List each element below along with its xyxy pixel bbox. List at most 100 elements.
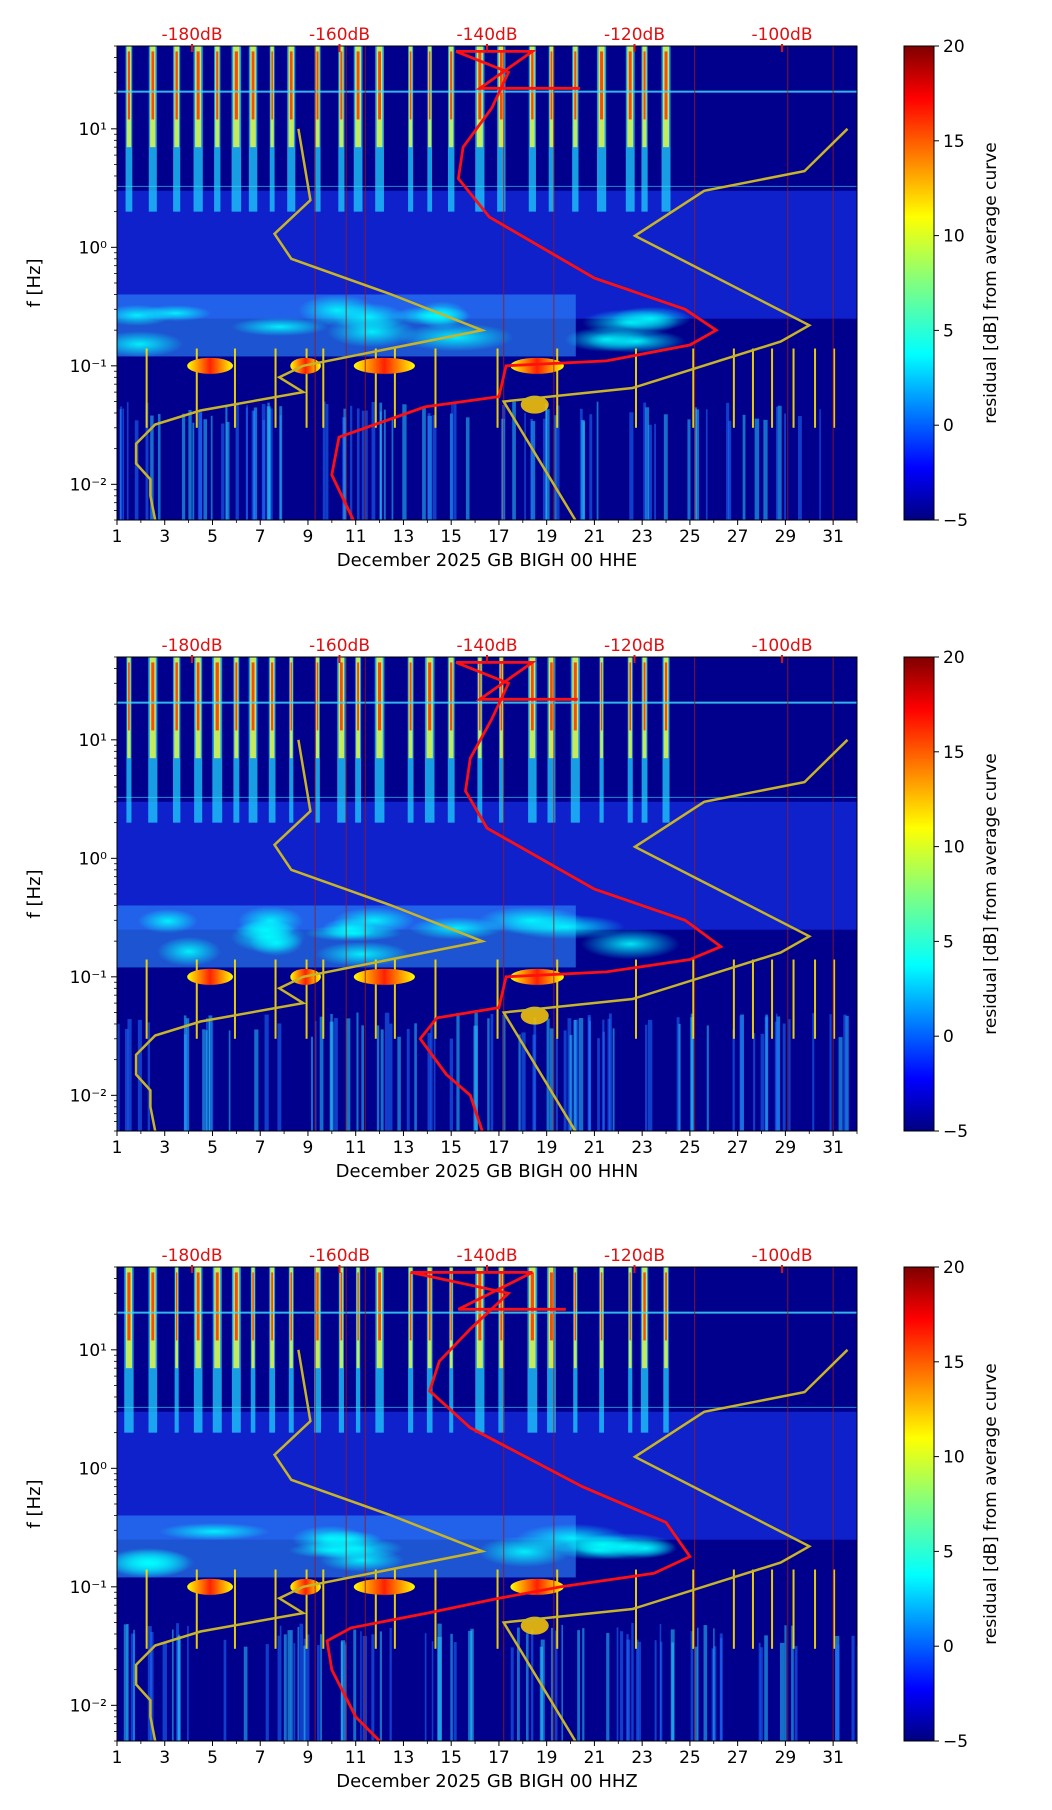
hf-burst-peak [478,1272,482,1341]
lf-stripe [530,420,536,520]
colorbar-tick-label: 0 [943,1637,954,1657]
lf-stripe [694,407,697,520]
hf-burst-peak [271,1272,274,1341]
quake-spike [792,1569,795,1649]
hf-burst-peak [643,1272,646,1341]
lf-stripe [512,401,516,520]
hf-burst-peak [377,662,382,731]
quake-spike [145,348,148,428]
lf-stripe [468,1630,473,1741]
lf-stripe [465,417,470,520]
lf-stripe [763,419,768,520]
quake-spike [732,348,735,428]
lf-stripe [764,1635,768,1741]
colorbar-tick-label: 5 [943,321,954,341]
lf-stripe [379,1631,382,1741]
colorbar [903,1266,935,1742]
hf-burst-peak [450,1272,452,1341]
lf-stripe [726,402,730,520]
lf-stripe [569,1035,573,1131]
lf-stripe [353,1629,357,1741]
hf-burst-peak [665,1272,667,1341]
lf-stripe [647,1019,653,1131]
lf-stripe [402,404,407,520]
db-scale-label: -100dB [751,636,812,656]
storm-peak [353,357,415,374]
quake-spike [771,1569,774,1649]
quake-spike [233,959,236,1039]
colorbar-tick-label: 10 [943,838,965,858]
lf-stripe [279,406,283,520]
lf-stripe [427,1032,431,1131]
quake-spike [692,959,695,1039]
lf-stripe [343,408,347,520]
lf-stripe [758,1642,761,1741]
lf-stripe [449,1038,454,1131]
average-psd-curve [325,1271,693,1741]
hf-burst-peak [378,51,382,120]
x-tick-label: 5 [207,527,218,547]
lf-stripe [360,1631,362,1741]
lf-stripe [545,409,550,520]
lf-stripe [487,1018,490,1131]
hf-burst-peak [573,662,577,731]
lf-stripe [554,1630,558,1741]
lf-stripe [157,414,161,520]
x-tick-label: 19 [536,1748,558,1768]
lf-stripe [546,1018,550,1131]
y-tick-label: 10⁻² [70,475,107,495]
quake-spike [374,1569,377,1649]
hf-burst-peak [356,51,360,120]
microseism-glow [117,304,173,326]
hf-burst-peak [628,51,632,120]
lf-stripe [235,404,239,520]
lf-stripe [414,1023,417,1131]
lf-stripe [432,415,437,520]
y-tick-label: 10⁰ [79,238,108,258]
x-tick-label: 3 [159,1138,170,1158]
lf-stripe [356,408,360,520]
hf-burst-peak [643,662,646,731]
lf-stripe [228,1030,231,1131]
microseism-glow [235,919,295,941]
x-tick-label: 13 [393,527,415,547]
y-tick-label: 10⁻² [70,1696,107,1716]
x-tick-label: 9 [303,1138,314,1158]
x-tick-label: 1 [112,1138,123,1158]
quake-spike [274,348,277,428]
quake-spike [393,959,396,1039]
lf-stripe [521,1032,526,1131]
hf-burst-peak [409,1272,412,1341]
lf-stripe [178,1634,180,1741]
lf-stripe [561,1624,563,1741]
microseism-glow [516,1523,628,1553]
lf-stripe [127,1019,132,1131]
x-tick-label: 23 [631,527,653,547]
hf-burst-peak [271,662,274,731]
lf-stripe [695,409,700,520]
lf-stripe [550,1627,553,1741]
tonal-line [117,796,857,798]
quake-spike [195,348,198,428]
microseism-glow [231,317,329,337]
lf-stripe [361,1025,364,1131]
x-tick-label: 7 [255,527,266,547]
x-tick-label: 17 [488,1748,510,1768]
x-tick-label: 5 [207,1748,218,1768]
lf-stripe [277,1635,280,1741]
quake-spike [833,959,836,1039]
lf-stripe [739,1015,744,1131]
hf-burst-peak [127,1272,131,1341]
lf-stripe [266,406,271,520]
db-scale-label: -160dB [309,1246,370,1266]
hf-burst-peak [629,1272,631,1341]
quake-spike [305,348,308,428]
heatmap-image [117,46,857,520]
lf-stripe [791,1625,794,1741]
lf-stripe [782,1023,786,1131]
quake-spike [792,959,795,1039]
tonal-line [117,701,857,704]
x-tick-label: 27 [727,527,749,547]
lf-stripe [171,1629,174,1741]
quake-spike [145,1569,148,1649]
